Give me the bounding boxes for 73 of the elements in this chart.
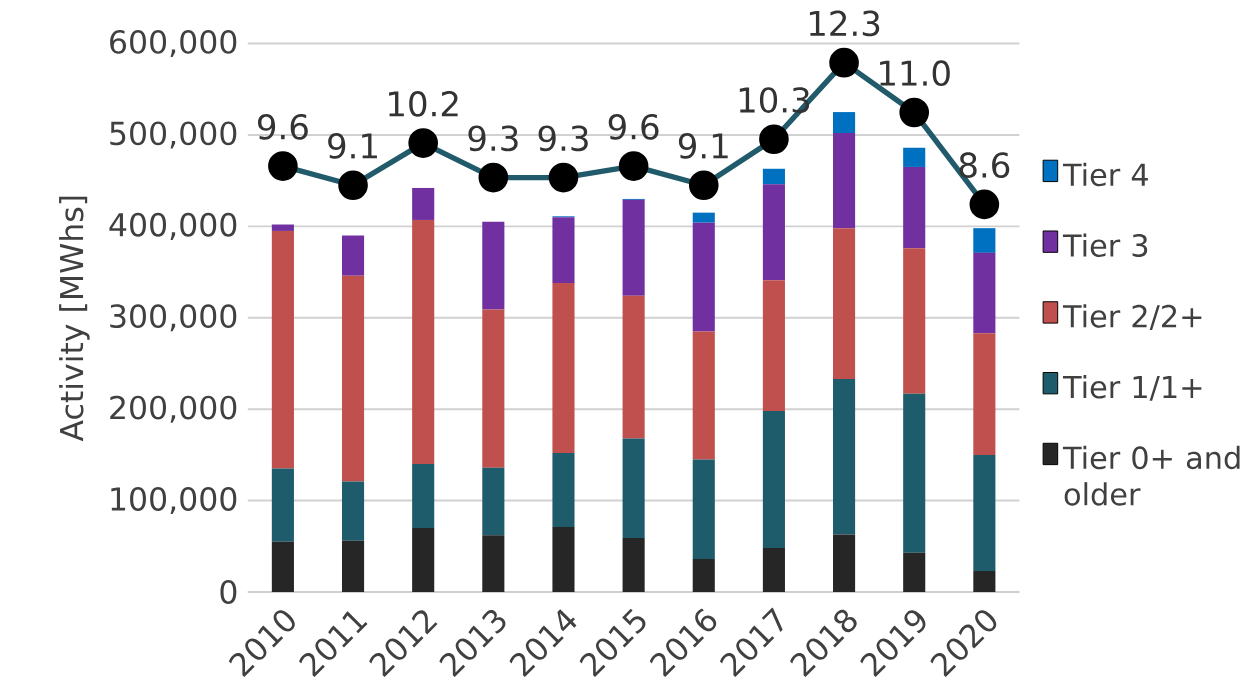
- bar: [271, 468, 294, 542]
- y-axis-title: Activity [MWhs]: [59, 196, 90, 442]
- legend-label: Tier 2/2+: [1062, 304, 1202, 331]
- bar: [762, 548, 785, 592]
- bar: [552, 527, 575, 592]
- legend-label: Tier 3: [1062, 233, 1148, 257]
- bar: [692, 559, 715, 592]
- bar: [833, 228, 856, 380]
- data-label: 9.6: [608, 113, 659, 140]
- y-tick-label: 200,000: [110, 395, 237, 423]
- data-label: 12.3: [809, 10, 880, 37]
- bar: [341, 275, 365, 482]
- bar: [622, 295, 645, 439]
- bar: [762, 168, 785, 185]
- bar: [271, 230, 294, 469]
- bar: [692, 459, 715, 560]
- bar: [552, 453, 575, 528]
- legend-label: Tier 4: [1062, 162, 1148, 187]
- bar: [903, 166, 926, 249]
- legend-label: Tier 0+ and older: [1062, 445, 1240, 506]
- bar: [762, 280, 785, 411]
- bar: [692, 331, 715, 460]
- data-label: 9.6: [258, 113, 308, 140]
- bar: [833, 379, 856, 535]
- bar: [833, 133, 856, 229]
- bar: [903, 147, 926, 167]
- bar: [762, 184, 785, 281]
- bar: [341, 540, 365, 592]
- data-label: 9.1: [328, 133, 377, 159]
- bar: [271, 541, 294, 592]
- bar: [692, 222, 715, 332]
- bar: [482, 535, 505, 592]
- bar: [692, 212, 715, 223]
- bar: [341, 235, 365, 276]
- data-label: 10.3: [739, 87, 810, 113]
- bar: [482, 221, 505, 310]
- y-tick-label: 100,000: [111, 487, 237, 515]
- bar: [903, 248, 926, 394]
- y-tick-label: 400,000: [109, 212, 237, 240]
- bar: [973, 228, 996, 253]
- bar: [552, 217, 575, 284]
- bar: [973, 570, 996, 592]
- data-label: 9.1: [678, 133, 728, 159]
- bar: [482, 309, 505, 468]
- bar: [903, 552, 926, 592]
- bar: [973, 252, 996, 334]
- bar: [762, 411, 785, 549]
- bar: [271, 224, 294, 231]
- bar: [973, 454, 996, 571]
- bar: [973, 333, 996, 455]
- bar: [482, 467, 505, 536]
- data-label: 11.0: [880, 60, 950, 87]
- bar: [412, 219, 435, 465]
- y-tick-label: 300,000: [110, 304, 237, 332]
- y-tick-label: 0: [220, 580, 237, 604]
- bar: [903, 393, 926, 553]
- bar: [622, 438, 645, 539]
- data-label: 8.6: [959, 152, 1010, 179]
- bar: [412, 187, 435, 220]
- bar: [341, 481, 365, 541]
- legend-label: Tier 1/1+: [1062, 374, 1202, 401]
- bar: [622, 538, 645, 592]
- y-tick-label: 600,000: [110, 29, 237, 58]
- data-label: 9.3: [538, 125, 588, 152]
- bar: [622, 199, 645, 296]
- data-label: 10.2: [389, 90, 458, 117]
- y-tick-label: 500,000: [110, 121, 237, 149]
- data-label: 9.3: [468, 125, 518, 152]
- bar: [833, 112, 856, 134]
- bar: [552, 283, 575, 454]
- bar: [412, 464, 435, 529]
- bar: [833, 534, 856, 592]
- bar: [412, 528, 435, 592]
